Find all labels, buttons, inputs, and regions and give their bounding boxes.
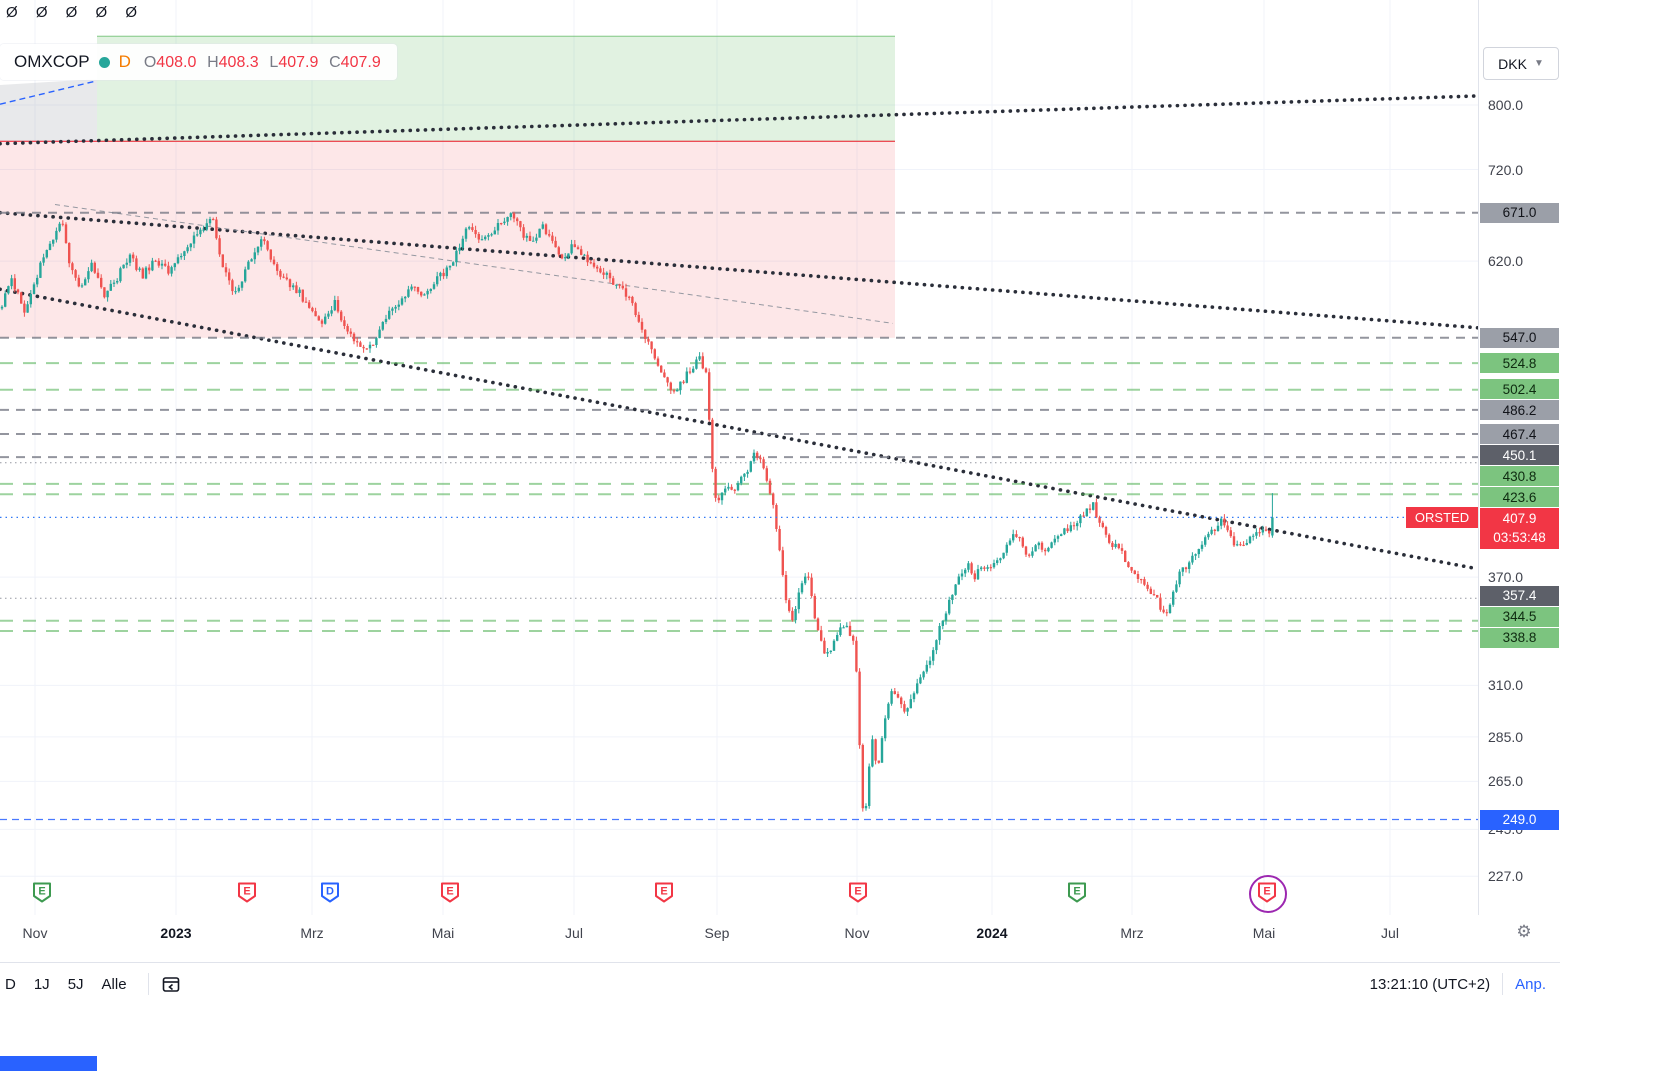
time-tick: Jul: [1381, 925, 1399, 941]
price-level-badge: 486.2: [1480, 400, 1559, 421]
dotted-trendline: [0, 287, 1478, 571]
ohlc-values: O408.0 H408.3 L407.9 C407.9: [140, 52, 383, 72]
price-axis[interactable]: DKK ▼ 407.9 03:53:48 800.0 720.0 620.0 370.…: [1478, 0, 1561, 962]
close-label: C: [329, 54, 341, 71]
left-wedge-shape: [0, 79, 97, 141]
last-price-badge: 407.9 03:53:48: [1480, 508, 1559, 550]
gear-icon[interactable]: ⚙: [1516, 922, 1532, 941]
range-button-d[interactable]: D: [5, 975, 16, 993]
price-tick: 285.0: [1488, 728, 1524, 745]
resistance-zone: [0, 141, 895, 338]
time-tick: 2023: [160, 925, 192, 941]
low-value: 407.9: [278, 54, 319, 71]
candlestick-plot[interactable]: [0, 0, 1478, 915]
earnings-marker-icon[interactable]: E: [439, 881, 461, 903]
svg-text:D: D: [326, 886, 334, 898]
close-value: 407.9: [340, 54, 381, 71]
session-clock: 13:21:10 (UTC+2): [1369, 975, 1491, 993]
price-tick: 265.0: [1488, 773, 1524, 790]
price-tick: 370.0: [1488, 569, 1524, 586]
price-level-badge: 249.0: [1480, 809, 1559, 830]
time-tick: Nov: [22, 925, 48, 941]
time-tick: Nov: [844, 925, 870, 941]
adjust-link[interactable]: Anp.: [1515, 975, 1546, 993]
time-tick: Jul: [565, 925, 583, 941]
time-tick: Mrz: [1120, 925, 1144, 941]
dividend-marker-icon[interactable]: D: [319, 881, 341, 903]
svg-text:E: E: [446, 886, 453, 898]
earnings-marker-icon[interactable]: E: [653, 881, 675, 903]
price-level-badge: 423.6: [1480, 487, 1559, 508]
earnings-marker-icon[interactable]: E: [31, 881, 53, 903]
price-level-badge: 467.4: [1480, 424, 1559, 444]
earnings-marker-icon[interactable]: E: [236, 881, 258, 903]
svg-text:E: E: [243, 886, 250, 898]
symbol-marker-icon: [98, 56, 110, 68]
time-tick: Sep: [704, 925, 730, 941]
highlight-ring: [1249, 875, 1287, 913]
price-level-badge: 547.0: [1480, 327, 1559, 348]
chart-pane[interactable]: Ø Ø Ø Ø Ø OMXCOP D O408.0 H408.3 L407.9 …: [0, 0, 1478, 915]
price-tick: 620.0: [1488, 253, 1524, 270]
symbol-legend: OMXCOP D O408.0 H408.3 L407.9 C407.9: [0, 44, 397, 80]
earnings-marker-icon[interactable]: E: [1066, 881, 1088, 903]
high-label: H: [207, 54, 219, 71]
time-tick: Mai: [431, 925, 455, 941]
range-button-all[interactable]: Alle: [101, 975, 127, 993]
price-tick: 720.0: [1488, 161, 1524, 178]
price-tick: 310.0: [1488, 677, 1524, 694]
bar-countdown: 03:53:48: [1493, 529, 1546, 545]
toolbar-divider: [147, 973, 149, 995]
chevron-down-icon: ▼: [1533, 58, 1544, 69]
price-level-badge: 502.4: [1480, 379, 1559, 400]
time-tick: Mai: [1252, 925, 1276, 941]
price-level-badge: 450.1: [1480, 445, 1559, 466]
range-button-5y[interactable]: 5J: [67, 975, 84, 993]
price-level-badge: 338.8: [1480, 627, 1559, 648]
svg-text:E: E: [1073, 886, 1080, 898]
toolbar-divider: [1502, 973, 1504, 995]
drawing-toolbar-glyphs: Ø Ø Ø Ø Ø: [6, 4, 145, 21]
time-tick: 2024: [976, 925, 1008, 941]
range-button-1y[interactable]: 1J: [33, 975, 50, 993]
channel-line: [54, 204, 894, 324]
goto-date-calendar-icon[interactable]: [161, 973, 183, 995]
instrument-price-flag: ORSTED: [1406, 506, 1478, 528]
earnings-marker-icon[interactable]: E: [1249, 875, 1287, 913]
bottom-toolbar: D 1J 5J Alle 13:21:10 (UTC+2) Anp.: [0, 962, 1560, 1005]
symbol-name[interactable]: OMXCOP: [14, 52, 90, 71]
dotted-trendline: [0, 94, 1478, 146]
price-level-badge: 344.5: [1480, 606, 1559, 627]
open-value: 408.0: [156, 54, 197, 71]
currency-dropdown[interactable]: DKK ▼: [1483, 47, 1559, 80]
price-tick: 800.0: [1488, 97, 1524, 113]
last-price-value: 407.9: [1502, 511, 1537, 526]
earnings-marker-icon[interactable]: E: [847, 881, 869, 903]
price-level-badge: 430.8: [1480, 466, 1559, 487]
svg-text:E: E: [854, 886, 861, 898]
time-tick: Mrz: [300, 925, 324, 941]
bottom-left-accent-strip: [0, 1056, 97, 1071]
open-label: O: [143, 54, 157, 71]
currency-label: DKK: [1498, 55, 1527, 72]
svg-text:E: E: [38, 886, 45, 898]
low-label: L: [269, 54, 279, 71]
svg-text:E: E: [660, 886, 667, 898]
blue-dashed-line: [0, 80, 97, 105]
price-level-badge: 671.0: [1480, 202, 1559, 223]
price-tick: 227.0: [1488, 868, 1524, 885]
high-value: 408.3: [218, 54, 259, 71]
price-level-badge: 357.4: [1480, 585, 1559, 606]
timeframe-label[interactable]: D: [118, 52, 131, 71]
time-axis[interactable]: ⚙ Nov 2023 Mrz Mai Jul Sep Nov 2024 Mrz Mai Jul: [0, 915, 1561, 962]
price-level-badge: 524.8: [1480, 353, 1559, 374]
